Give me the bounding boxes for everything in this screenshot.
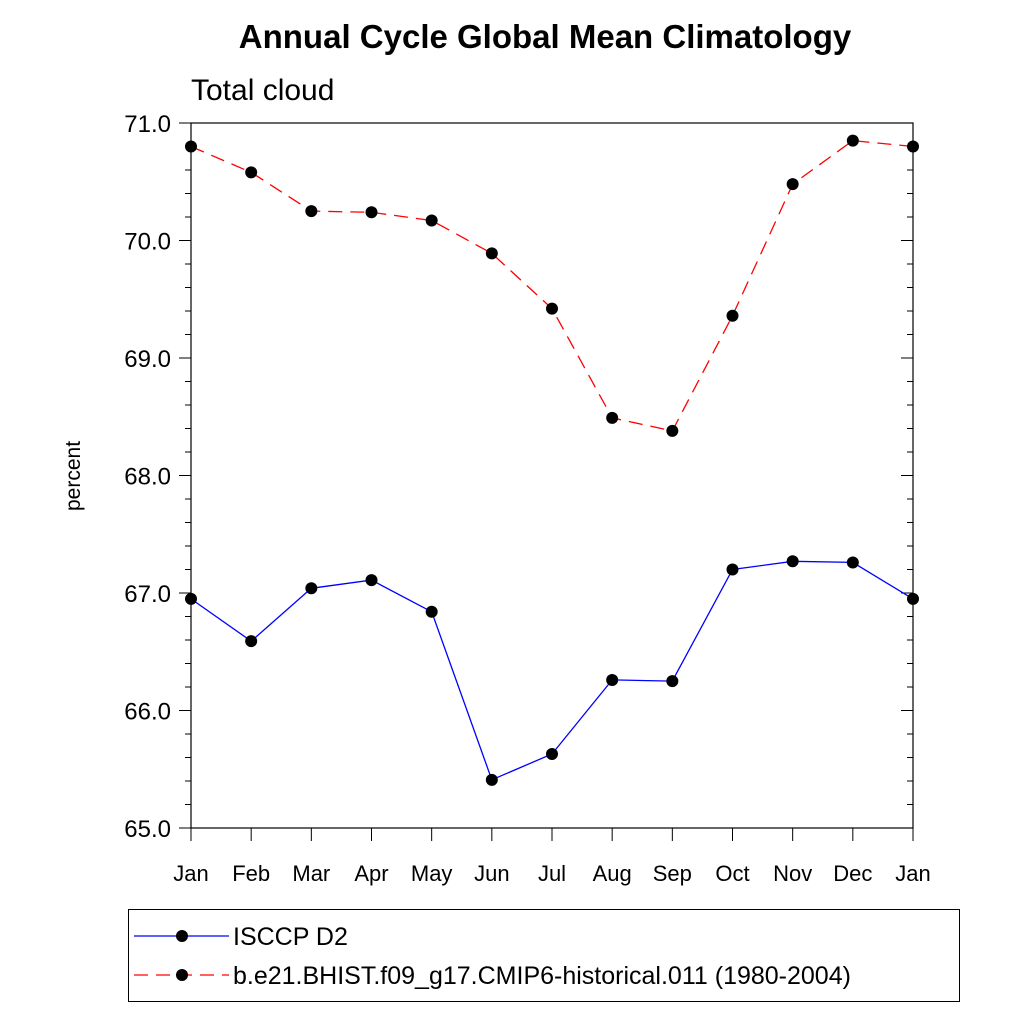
y-tick-label: 67.0	[124, 581, 171, 608]
chart-subtitle: Total cloud	[191, 74, 334, 107]
data-point-series-0	[485, 773, 498, 786]
x-tick-label: May	[411, 861, 453, 886]
data-point-series-0	[305, 582, 318, 595]
data-point-series-1	[726, 309, 739, 322]
data-point-series-1	[907, 140, 919, 153]
data-point-series-0	[726, 563, 739, 576]
data-point-series-1	[485, 247, 498, 260]
data-point-series-0	[606, 673, 619, 686]
y-tick-label: 66.0	[124, 699, 171, 726]
x-tick-label: Dec	[833, 861, 872, 886]
plot-frame	[190, 122, 914, 829]
x-tick-label: Mar	[292, 861, 330, 886]
data-point-series-0	[846, 556, 859, 569]
line-chart: Annual Cycle Global Mean Climatology Tot…	[62, 18, 931, 886]
data-point-series-1	[425, 214, 438, 227]
data-point-series-1	[305, 205, 318, 218]
data-point-series-1	[846, 134, 859, 147]
data-point-series-1	[666, 424, 679, 437]
data-point-series-0	[786, 555, 799, 568]
data-point-series-0	[245, 635, 258, 648]
data-point-series-0	[907, 592, 919, 605]
legend-swatch-isccp	[134, 930, 229, 942]
data-point-series-1	[786, 178, 799, 191]
x-tick-label: Jul	[538, 861, 566, 886]
data-point-series-1	[606, 411, 619, 424]
y-axis-label: percent	[62, 441, 85, 511]
legend-label-isccp: ISCCP D2	[233, 923, 348, 951]
x-tick-label: Feb	[232, 861, 270, 886]
y-tick-label: 65.0	[124, 816, 171, 843]
x-tick-label: Jan	[173, 861, 208, 886]
data-point-series-1	[245, 166, 258, 179]
x-tick-label: Jan	[895, 861, 930, 886]
data-point-series-1	[365, 206, 378, 219]
data-point-series-0	[666, 675, 679, 688]
legend-swatch-model	[134, 969, 229, 981]
legend-item-isccp: ISCCP D2	[129, 922, 959, 952]
data-point-series-0	[546, 747, 558, 760]
chart-title: Annual Cycle Global Mean Climatology	[239, 18, 852, 55]
data-point-series-0	[185, 592, 197, 605]
data-point-series-1	[546, 302, 558, 315]
data-point-series-1	[185, 140, 197, 153]
y-tick-label: 71.0	[124, 111, 171, 138]
legend: ISCCP D2 b.e21.BHIST.f09_g17.CMIP6-histo…	[128, 909, 960, 1002]
data-point-series-0	[365, 574, 378, 587]
series-line-1	[190, 139, 914, 432]
x-tick-label: Nov	[773, 861, 812, 886]
y-tick-label: 68.0	[124, 464, 171, 491]
data-point-series-0	[425, 605, 438, 618]
x-tick-label: Oct	[715, 861, 749, 886]
x-tick-label: Aug	[593, 861, 632, 886]
y-tick-label: 70.0	[124, 229, 171, 256]
x-tick-label: Jun	[474, 861, 509, 886]
series-line-0	[190, 560, 914, 781]
legend-label-model: b.e21.BHIST.f09_g17.CMIP6-historical.011…	[233, 962, 851, 990]
legend-item-model: b.e21.BHIST.f09_g17.CMIP6-historical.011…	[129, 961, 959, 991]
x-tick-label: Apr	[354, 861, 388, 886]
x-tick-label: Sep	[653, 861, 692, 886]
y-tick-label: 69.0	[124, 346, 171, 373]
